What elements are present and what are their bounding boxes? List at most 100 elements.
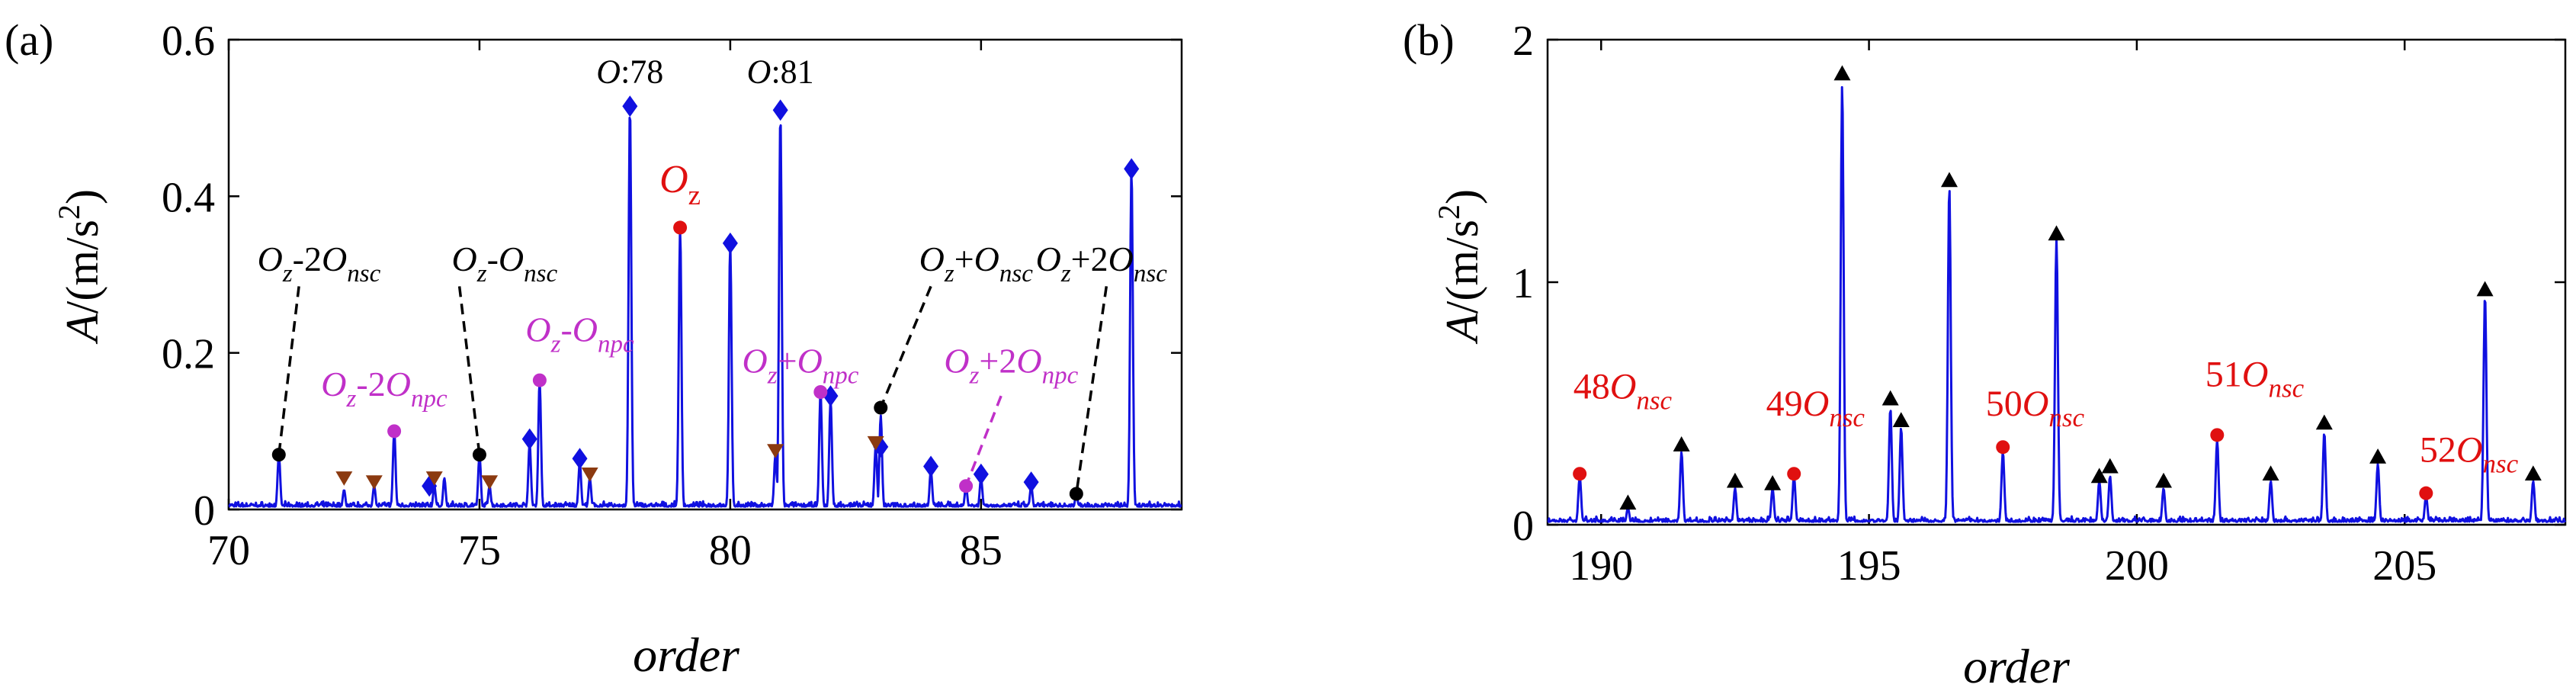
panel-a-annotation-oz+2onsc-part-4: nsc bbox=[1134, 260, 1167, 288]
panel-b-triangle-up-marker-14 bbox=[2369, 448, 2387, 464]
panel-b-triangle-up-marker-7 bbox=[1940, 172, 1958, 188]
panel-a-diamond-marker-0 bbox=[521, 428, 537, 450]
panel-a-annotation-oz+onsc-part-0: O bbox=[919, 239, 945, 278]
panel-a-annotation-oz-2onsc-part-4: nsc bbox=[347, 260, 380, 288]
panel-a-ylabel-close: ) bbox=[57, 189, 107, 204]
panel-b-annotation-50onsc-part-2: nsc bbox=[2048, 403, 2084, 432]
panel-b-triangle-up-marker-10 bbox=[2101, 458, 2119, 474]
panel-a-diamond-marker-10 bbox=[1124, 158, 1140, 180]
panel-a-annotation-oz+onpc-part-3: O bbox=[797, 341, 823, 380]
panel-b-triangle-up-marker-16 bbox=[2524, 465, 2542, 481]
panel-a-diamond-marker-7 bbox=[923, 455, 939, 477]
panel-a-black-dot-marker-2 bbox=[874, 400, 888, 415]
panel-b-annotation-50onsc-part-1: O bbox=[2023, 384, 2049, 424]
panel-a-annotation-oz+onpc: Oz+Onpc bbox=[743, 341, 859, 389]
svg-text:A/(m/s2): A/(m/s2) bbox=[1432, 189, 1487, 345]
panel-b-annotation-48onsc-part-1: O bbox=[1610, 367, 1637, 407]
panel-a-annotation-o81: O:81 bbox=[747, 53, 814, 90]
panel-a-leader-1 bbox=[457, 286, 481, 455]
panel-a-magenta-dot-marker-3 bbox=[959, 479, 974, 493]
panel-a-annotation-oz+onsc-part-1: z bbox=[944, 260, 954, 288]
panel-b-annotation-50onsc-part-0: 50 bbox=[1986, 384, 2023, 424]
panel-a-annotation-o78-part-1: :78 bbox=[621, 53, 663, 90]
panel-b-triangle-up-marker-13 bbox=[2315, 414, 2333, 430]
panel-b-red-dot-marker-1 bbox=[1787, 467, 1801, 481]
panel-a-black-dot-marker-1 bbox=[472, 448, 486, 462]
panel-a-black-dot-marker-3 bbox=[1069, 487, 1083, 501]
panel-a-annotation-oz+onpc-part-1: z bbox=[767, 362, 778, 389]
panel-b-annotation-49onsc-part-1: O bbox=[1803, 384, 1830, 424]
panel-a-xtick-label-1: 75 bbox=[458, 527, 501, 574]
panel-b-annotation-48onsc-part-2: nsc bbox=[1636, 386, 1672, 416]
panel-a-annotation-oz-onpc: Oz-Onpc bbox=[525, 310, 634, 358]
panel-a-triangle-down-marker-6 bbox=[867, 435, 884, 451]
panel-b-triangle-up-marker-3 bbox=[1764, 474, 1782, 490]
panel-a-annotation-oz-onpc-part-1: z bbox=[550, 330, 561, 358]
panel-b-triangle-up-marker-11 bbox=[2155, 472, 2173, 488]
panel-a-ytick-label-3: 0.6 bbox=[162, 18, 215, 65]
panel-a-annotation-oz-part-0: O bbox=[659, 158, 688, 201]
panel-a-annotation-oz-2onsc-part-0: O bbox=[258, 239, 283, 278]
panel-a-annotation-oz-2onsc-part-3: O bbox=[322, 239, 347, 278]
panel-b-ylabel-unit: /(m/s bbox=[1437, 220, 1487, 313]
panel-a-x-axis-label: order bbox=[633, 628, 740, 682]
panel-a-triangle-down-marker-0 bbox=[335, 471, 353, 486]
panel-a-black-dot-marker-0 bbox=[271, 448, 286, 462]
panel-a-ylabel-sup: 2 bbox=[52, 204, 86, 220]
panel-a-annotation-oz+onpc-part-4: npc bbox=[823, 362, 859, 389]
panel-a-annotation-oz-2onpc-part-1: z bbox=[346, 385, 357, 413]
panel-b-annotation-50onsc: 50Onsc bbox=[1986, 384, 2085, 432]
panel-b-xtick-label-0: 190 bbox=[1569, 542, 1633, 590]
panel-a-annotation-oz+2onsc-part-0: O bbox=[1036, 239, 1061, 278]
panel-a-annotation-o81-part-1: :81 bbox=[771, 53, 813, 90]
panel-a-diamond-marker-4 bbox=[772, 99, 788, 121]
panel-a-annotation-oz-2onpc: Oz-2Onpc bbox=[321, 365, 448, 413]
panel-b-annotation-51onsc-part-2: nsc bbox=[2268, 374, 2304, 403]
panel-a-annotation-oz-part-1: z bbox=[688, 180, 701, 211]
panel-a-magenta-dot-marker-0 bbox=[387, 424, 402, 439]
panel-a-diamond-marker-2 bbox=[622, 95, 638, 117]
panel-a-annotation-oz-onsc-part-4: nsc bbox=[524, 260, 557, 288]
panel-b-spectrum-line bbox=[1547, 85, 2567, 523]
panel-b-annotation-52onsc-part-1: O bbox=[2456, 429, 2483, 470]
panel-b-red-dot-marker-2 bbox=[1996, 440, 2010, 455]
panel-a-ytick-label-0: 0 bbox=[194, 487, 215, 535]
panel-a-ytick-label-1: 0.2 bbox=[162, 331, 215, 378]
panel-a-annotation-oz+onsc-part-3: O bbox=[974, 239, 999, 278]
panel-a-annotation-oz+2onsc-part-1: z bbox=[1060, 260, 1071, 288]
panel-a-annotation-oz+2onpc-part-0: O bbox=[944, 341, 969, 380]
panel-b-triangle-up-marker-2 bbox=[1726, 472, 1744, 488]
panel-a-diamond-marker-9 bbox=[1023, 471, 1039, 493]
panel-a-annotation-oz+onpc-part-0: O bbox=[743, 341, 768, 380]
panel-b-xtick-label-1: 195 bbox=[1837, 542, 1901, 590]
panel-b-red-dot-marker-0 bbox=[1573, 467, 1587, 481]
panel-b-annotation-51onsc-part-1: O bbox=[2242, 355, 2269, 395]
panel-a-label: (a) bbox=[5, 15, 53, 65]
panel-a-triangle-down-marker-3 bbox=[481, 475, 499, 490]
panel-a-magenta-dot-marker-2 bbox=[813, 385, 828, 399]
panel-a-xtick-label-3: 85 bbox=[960, 527, 1002, 574]
panel-a-annotation-oz-onsc: Oz-Onsc bbox=[452, 239, 558, 288]
panel-b-triangle-up-marker-6 bbox=[1892, 412, 1910, 428]
panel-b-ylabel-a: A bbox=[1437, 313, 1487, 345]
panel-b-ytick-label-2: 2 bbox=[1513, 18, 1534, 65]
panel-a-annotation-oz-onsc-part-0: O bbox=[452, 239, 477, 278]
panel-a-triangle-down-marker-4 bbox=[581, 468, 598, 482]
panel-b-annotation-49onsc: 49Onsc bbox=[1766, 384, 1865, 432]
panel-a-annotation-oz-2onsc-part-2: -2 bbox=[293, 239, 322, 278]
panel-b-xtick-label-3: 205 bbox=[2372, 542, 2436, 590]
panel-a-ytick-label-2: 0.4 bbox=[162, 174, 215, 221]
panel-a-leader-0 bbox=[277, 286, 300, 455]
panel-a-annotation-oz+onsc-part-4: nsc bbox=[999, 260, 1033, 288]
panel-a-diamond-marker-1 bbox=[572, 448, 588, 470]
panel-b-annotation-48onsc: 48Onsc bbox=[1574, 367, 1673, 416]
panel-a-diamond-marker-3 bbox=[722, 232, 738, 254]
panel-a-leader-2 bbox=[879, 285, 932, 409]
panel-a-annotation-oz+onsc: Oz+Onsc bbox=[919, 239, 1034, 288]
panel-b-triangle-up-marker-5 bbox=[1881, 390, 1899, 406]
panel-b-ytick-label-1: 1 bbox=[1513, 260, 1534, 307]
